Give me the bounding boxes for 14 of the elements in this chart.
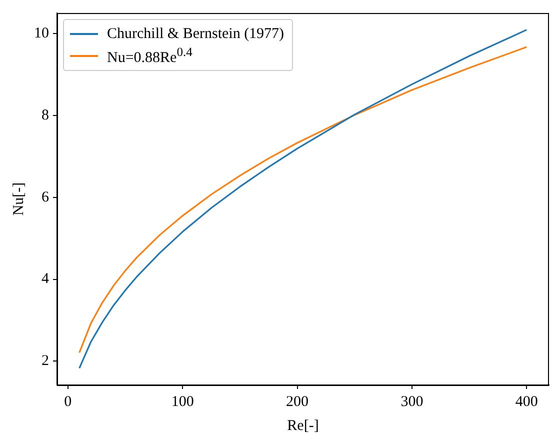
x-tick-label: 0	[64, 394, 72, 410]
y-tick-label: 2	[42, 353, 49, 370]
x-tick-label: 100	[171, 394, 194, 410]
y-tick-label: 10	[34, 25, 49, 42]
legend-label: Nu=0.88Re$^{0.4}$	[107, 45, 192, 67]
x-tick-label: 300	[400, 394, 424, 410]
y-tick-label: 8	[42, 107, 49, 124]
y-tick-label: 6	[42, 189, 50, 206]
x-tick-label: 400	[515, 394, 538, 410]
legend-label: Churchill & Bernstein (1977)	[107, 26, 284, 42]
x-axis-title: Re[-]	[287, 418, 319, 434]
x-tick-label: 200	[286, 394, 309, 410]
y-tick-label: 4	[42, 271, 50, 288]
y-axis-title: Nu[-]	[10, 182, 27, 216]
